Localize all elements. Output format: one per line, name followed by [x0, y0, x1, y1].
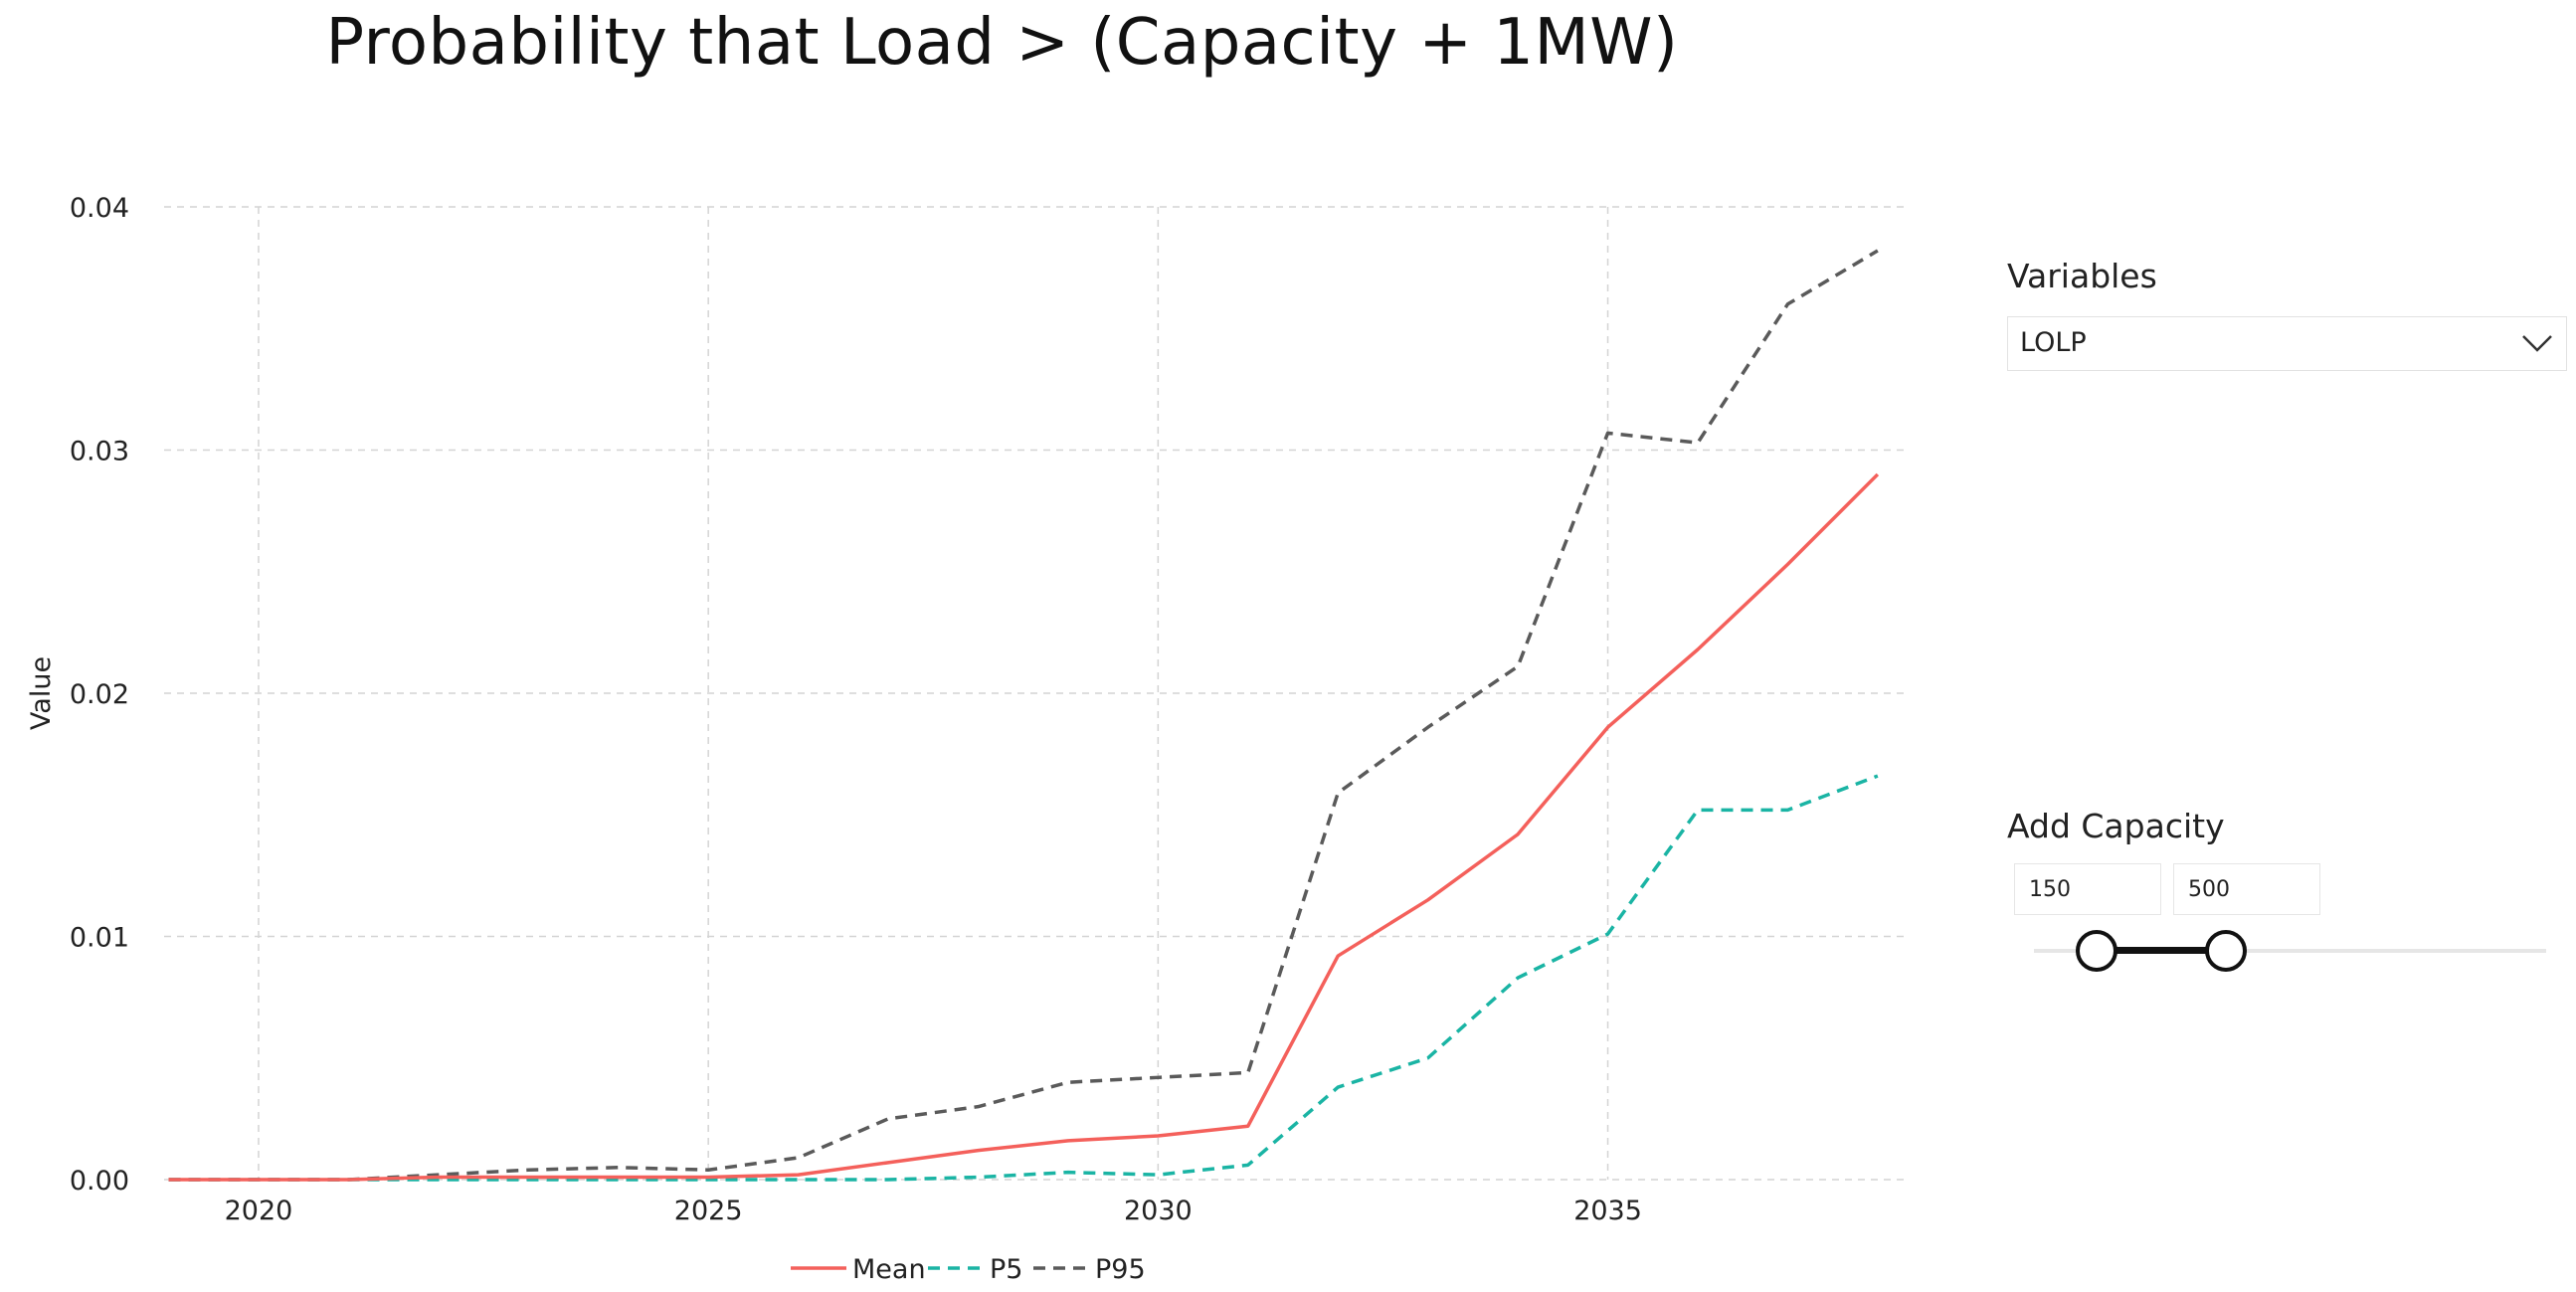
add-capacity-label: Add Capacity	[2007, 807, 2225, 845]
y-tick-label: 0.01	[70, 923, 129, 954]
variables-dropdown[interactable]: LOLP	[2007, 316, 2567, 371]
y-tick-label: 0.03	[70, 437, 129, 467]
x-tick-label: 2030	[1124, 1196, 1193, 1226]
capacity-slider-range	[2097, 947, 2226, 954]
series-line-p95	[168, 249, 1879, 1182]
y-tick-label: 0.00	[70, 1166, 129, 1197]
x-tick-label: 2025	[674, 1196, 743, 1226]
capacity-slider-max-handle[interactable]	[2205, 930, 2247, 972]
capacity-min-input[interactable]	[2014, 863, 2161, 915]
chevron-down-icon	[2522, 335, 2552, 352]
line-chart: 0.00 0.01 0.02 0.03 0.04 2020 2025 2030 2035 Valu…	[26, 193, 1905, 1285]
series-line-mean	[168, 472, 1880, 1182]
series-line-p5	[168, 774, 1879, 1182]
capacity-slider-min-handle[interactable]	[2076, 930, 2117, 972]
capacity-slider-track[interactable]	[2034, 949, 2546, 953]
y-axis-label: Value	[26, 656, 57, 730]
x-tick-label: 2020	[225, 1196, 293, 1226]
y-tick-label: 0.02	[70, 679, 129, 710]
legend-label-mean: Mean	[852, 1254, 926, 1285]
legend-label-p5: P5	[990, 1254, 1022, 1285]
y-tick-label: 0.04	[70, 193, 129, 224]
chart-title: Probability that Load > (Capacity + 1MW)	[325, 6, 1679, 80]
legend-label-p95: P95	[1095, 1254, 1146, 1285]
x-tick-label: 2035	[1573, 1196, 1642, 1226]
capacity-max-input[interactable]	[2173, 863, 2320, 915]
variables-selected-value: LOLP	[2020, 327, 2087, 358]
variables-label: Variables	[2007, 257, 2157, 295]
